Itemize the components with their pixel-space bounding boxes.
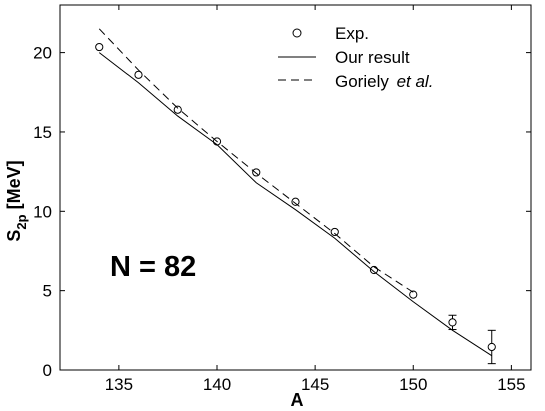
exp-point-150 xyxy=(409,290,418,299)
legend: Exp. Our result Goriely et al. xyxy=(278,24,433,91)
y-axis-title: S2p [MeV] xyxy=(4,160,29,241)
legend-label-goriely-etal: et al. xyxy=(397,72,434,91)
legend-label-exp: Exp. xyxy=(335,24,369,43)
series-line-ours xyxy=(98,52,493,357)
legend-label-goriely: Goriely et al. xyxy=(335,72,433,91)
series-line-goriely xyxy=(98,28,414,293)
legend-marker-exp xyxy=(292,28,302,38)
x-tick-label-150: 150 xyxy=(399,375,427,394)
plot-frame xyxy=(59,4,532,371)
legend-label-goriely-name: Goriely xyxy=(335,72,394,91)
exp-point-142 xyxy=(252,168,261,177)
tick-labels: 135 140 145 150 155 0 5 10 15 20 xyxy=(33,44,525,394)
y-axis-title-main: S xyxy=(4,230,24,242)
exp-point-146 xyxy=(330,227,339,237)
x-tick-label-135: 135 xyxy=(105,375,133,394)
y-tick-label-0: 0 xyxy=(43,361,52,380)
exp-point-134 xyxy=(95,42,104,52)
exp-point-144 xyxy=(291,197,300,206)
axis-ticks xyxy=(60,5,531,371)
x-axis-title: A xyxy=(291,390,304,410)
legend-label-ours: Our result xyxy=(335,48,410,67)
exp-point-152 xyxy=(448,318,457,327)
exp-point-138 xyxy=(173,105,182,114)
nucleon-annotation: N = 82 xyxy=(110,251,196,283)
x-tick-label-145: 145 xyxy=(301,375,329,394)
x-tick-label-140: 140 xyxy=(203,375,231,394)
y-tick-label-5: 5 xyxy=(43,282,52,301)
y-tick-label-20: 20 xyxy=(33,44,52,63)
exp-point-154 xyxy=(487,342,496,352)
y-tick-label-10: 10 xyxy=(33,202,52,221)
y-axis-title-sub: 2p xyxy=(14,214,29,229)
exp-point-136 xyxy=(134,70,143,79)
y-tick-label-15: 15 xyxy=(33,123,52,142)
x-tick-label-155: 155 xyxy=(497,375,525,394)
series-layer xyxy=(95,28,496,365)
y-axis-title-unit: [MeV] xyxy=(4,160,24,214)
